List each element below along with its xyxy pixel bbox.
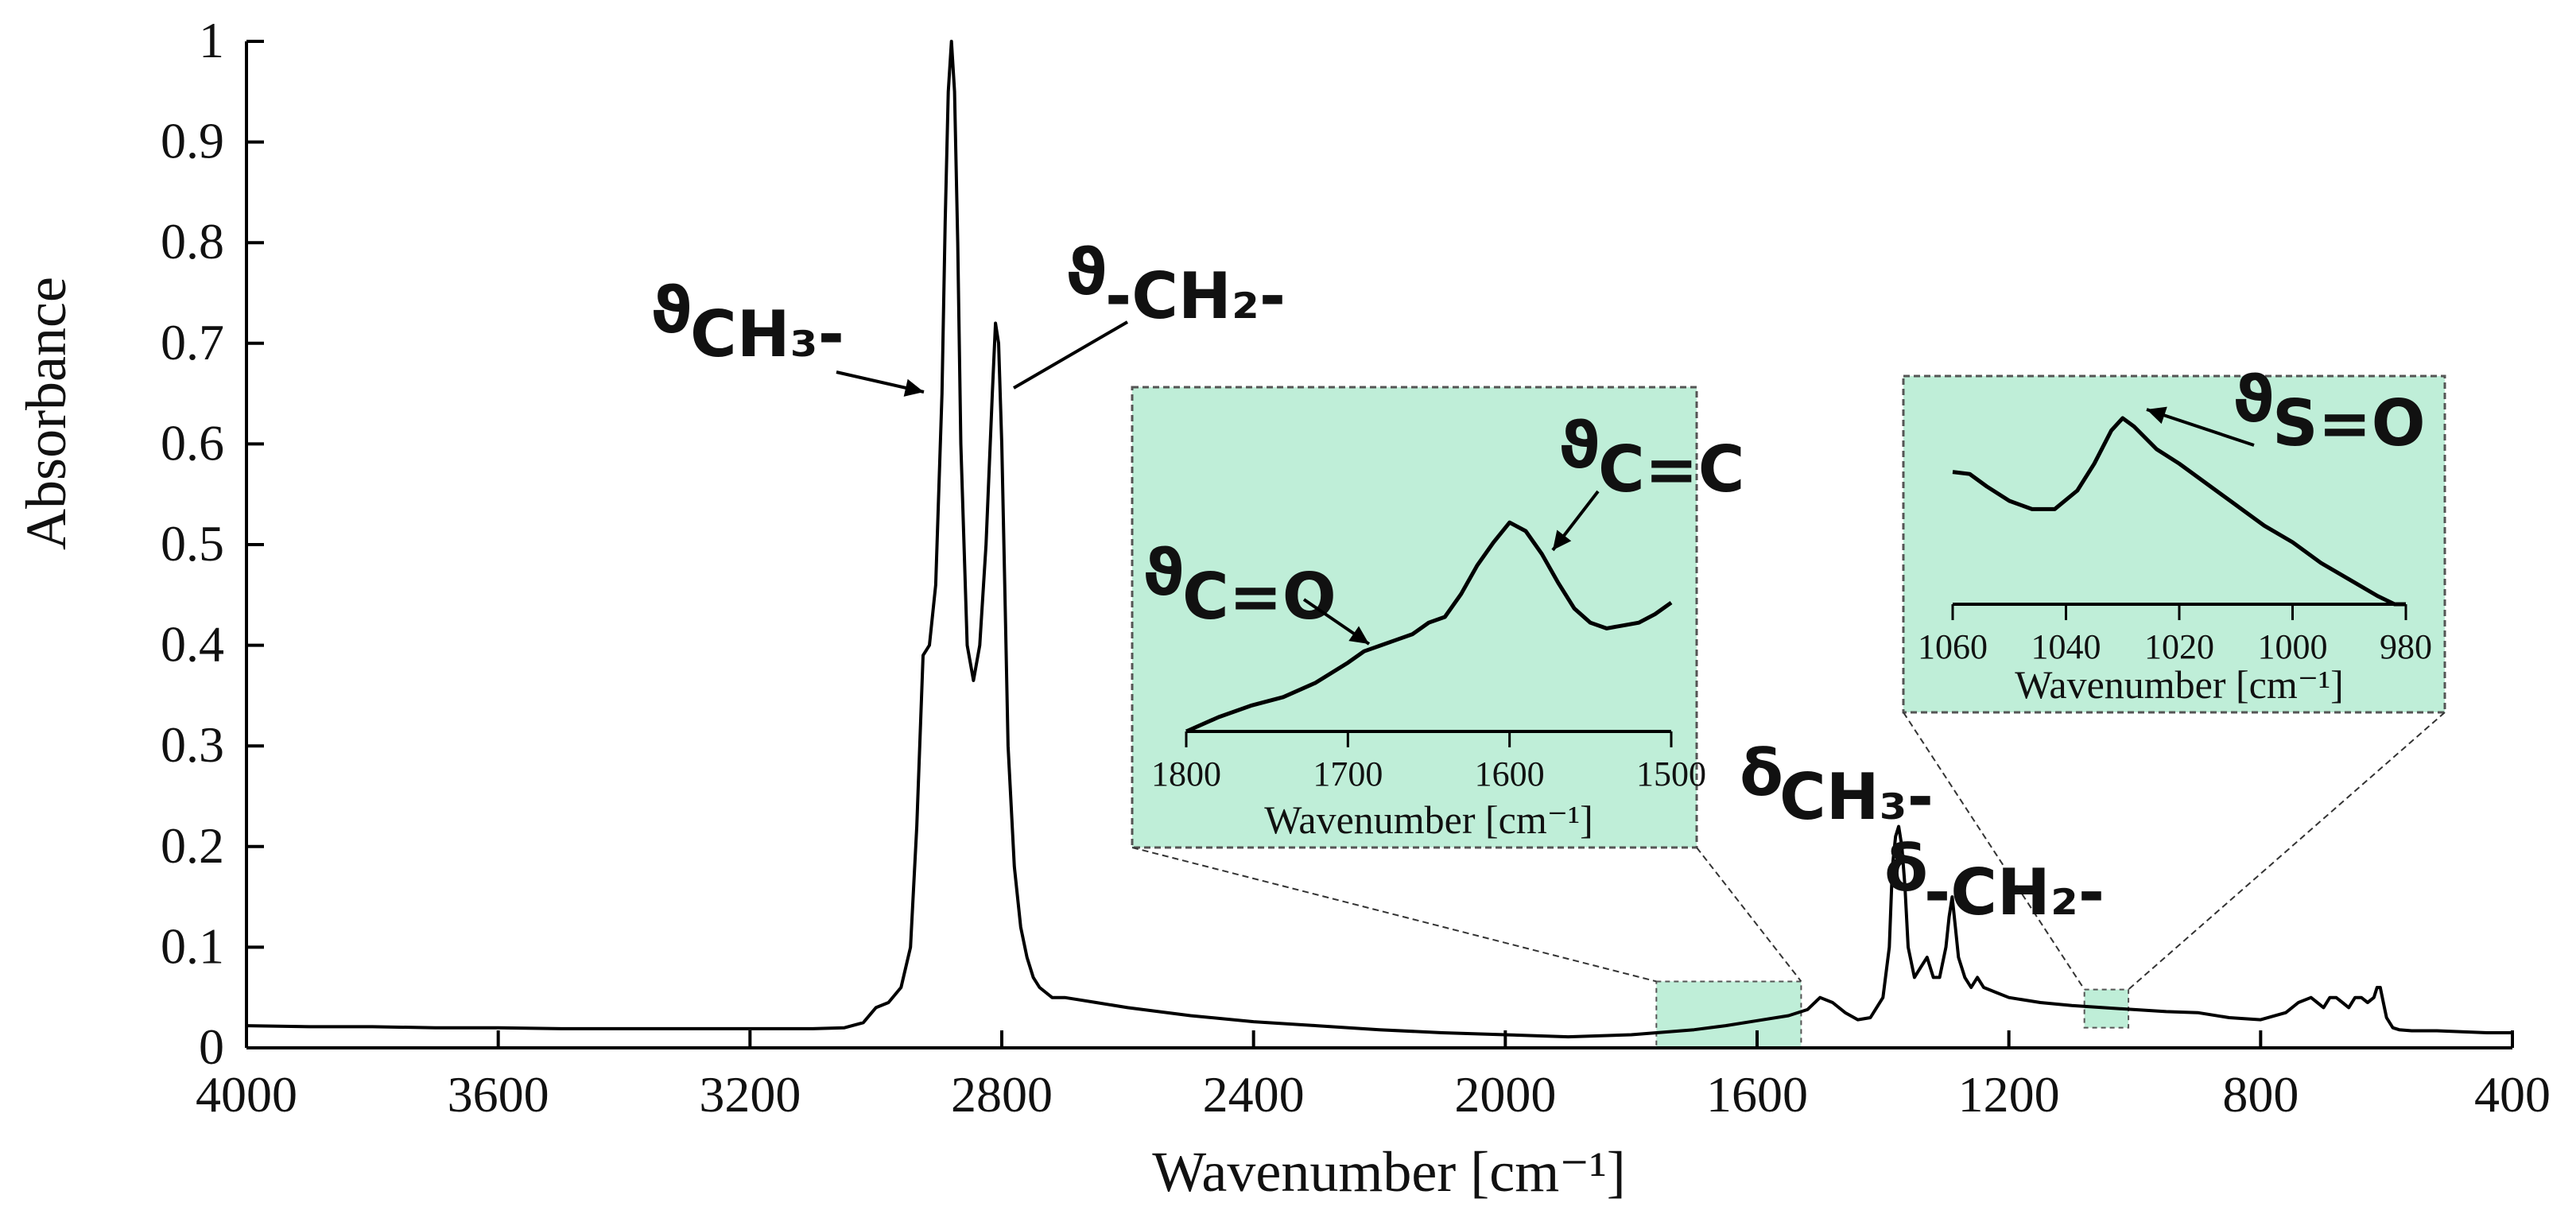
zoom-connector-line: [1131, 847, 1657, 983]
annotation-arrow-head: [1348, 626, 1369, 644]
y-axis-title: Absorbance: [14, 277, 78, 550]
y-tick-label: 0.3: [161, 716, 224, 773]
y-tick-label: 1: [199, 12, 224, 68]
annotation-symbol: ϑ: [650, 273, 692, 347]
annotation-symbol: δ: [1884, 832, 1928, 906]
x-tick-label: 400: [2474, 1066, 2551, 1123]
axis-layer: 0 0.1 0.2 0.3 0.4 0.5 0.6 0.7 0.8 0.9 1 4000 3600 320…: [161, 12, 2551, 1123]
y-tick-label: 0.4: [161, 616, 224, 673]
annotation-symbol: δ: [1740, 736, 1783, 810]
x-axis-title: Wavenumber [cm⁻¹]: [1152, 1140, 1626, 1204]
y-tick-label: 0.1: [161, 917, 224, 974]
annotation-symbol: ϑ: [1065, 235, 1108, 309]
inset-spectrum-line: [1185, 520, 1673, 734]
inset-x-tick-label: 1600: [1475, 754, 1545, 793]
zoom-highlight-region: [1655, 980, 1802, 1049]
annotation-arrow-head: [903, 378, 924, 397]
x-tick-label: 4000: [196, 1066, 297, 1123]
annotation-leader-line: [1012, 320, 1129, 390]
x-tick-label: 3200: [699, 1066, 801, 1123]
x-tick-label: 1200: [1958, 1066, 2060, 1123]
x-tick-label: 2000: [1454, 1066, 1556, 1123]
annotation-subscript-label: C=C: [1598, 433, 1744, 506]
inset-x-tick-label: 1500: [1636, 754, 1706, 793]
annotation-carbonyl: ϑC=O: [1143, 536, 1336, 634]
zoom-connector-line: [1903, 712, 2085, 991]
annotation-ch2-bend: δ-CH₂-: [1884, 832, 2105, 929]
inset-layer: 1800 1700 1600 1500 Wavenumber [cm⁻¹] 1060 104…: [1131, 374, 2446, 849]
annotation-arrow-head: [1553, 529, 1572, 550]
inset-x-tick-label: 1800: [1151, 754, 1221, 793]
inset-spectrum-line: [1952, 416, 2406, 607]
inset-panel: [1131, 386, 1698, 849]
annotation-subscript-label: -CH₂-: [1924, 855, 2105, 929]
annotation-symbol: ϑ: [2233, 363, 2275, 436]
y-tick-label: 0.5: [161, 515, 224, 572]
inset-panel: [1902, 374, 2446, 714]
absorbance-spectrum-line: [246, 40, 2512, 1039]
inset-x-axis-title: Wavenumber [cm⁻¹]: [1264, 797, 1593, 842]
y-tick-label: 0.9: [161, 113, 224, 169]
annotation-alkene: ϑC=C: [1558, 409, 1744, 506]
annotation-subscript-label: C=O: [1182, 560, 1336, 634]
x-tick-label: 2800: [951, 1066, 1053, 1123]
annotation-symbol: ϑ: [1143, 536, 1185, 610]
y-tick-label: 0.7: [161, 314, 224, 370]
annotation-subscript-label: CH₃-: [690, 297, 844, 371]
y-tick-label: 0.6: [161, 414, 224, 471]
annotation-subscript-label: CH₃-: [1779, 760, 1934, 834]
zoom-connector-line: [2128, 712, 2446, 991]
inset-x-tick-label: 1040: [2031, 627, 2101, 666]
annotation-subscript-label: S=O: [2272, 386, 2426, 460]
highlight-layer: [1131, 712, 2446, 1049]
inset-x-tick-label: 1060: [1918, 627, 1988, 666]
annotation-ch2-stretch: ϑ-CH₂-: [1065, 235, 1286, 333]
annotation-subscript-label: -CH₂-: [1105, 259, 1286, 333]
x-tick-label: 1600: [1706, 1066, 1808, 1123]
y-tick-label: 0: [199, 1018, 224, 1075]
x-tick-label: 3600: [448, 1066, 549, 1123]
inset-x-tick-label: 980: [2380, 627, 2432, 666]
x-tick-label: 800: [2222, 1066, 2299, 1123]
inset-x-axis-title: Wavenumber [cm⁻¹]: [2015, 662, 2344, 707]
x-tick-label: 2400: [1203, 1066, 1305, 1123]
annotation-arrow: [2146, 408, 2255, 447]
y-tick-label: 0.2: [161, 817, 224, 874]
inset-x-tick-label: 1700: [1313, 754, 1383, 793]
y-tick-label: 0.8: [161, 213, 224, 270]
annotation-sulfoxide: ϑS=O: [2233, 363, 2426, 460]
annotation-arrow-head: [2147, 406, 2167, 425]
inset-x-tick-label: 1000: [2258, 627, 2328, 666]
annotation-symbol: ϑ: [1558, 409, 1600, 483]
inset-x-tick-label: 1020: [2144, 627, 2214, 666]
zoom-connector-line: [1696, 847, 1802, 983]
